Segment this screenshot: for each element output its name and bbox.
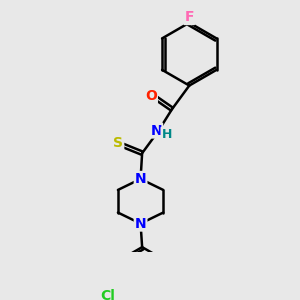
Text: N: N bbox=[135, 172, 146, 186]
Text: O: O bbox=[145, 88, 157, 103]
Text: F: F bbox=[184, 10, 194, 24]
Text: H: H bbox=[161, 128, 172, 141]
Text: N: N bbox=[151, 124, 162, 137]
Text: N: N bbox=[135, 217, 146, 231]
Text: S: S bbox=[113, 136, 123, 150]
Text: Cl: Cl bbox=[100, 289, 116, 300]
